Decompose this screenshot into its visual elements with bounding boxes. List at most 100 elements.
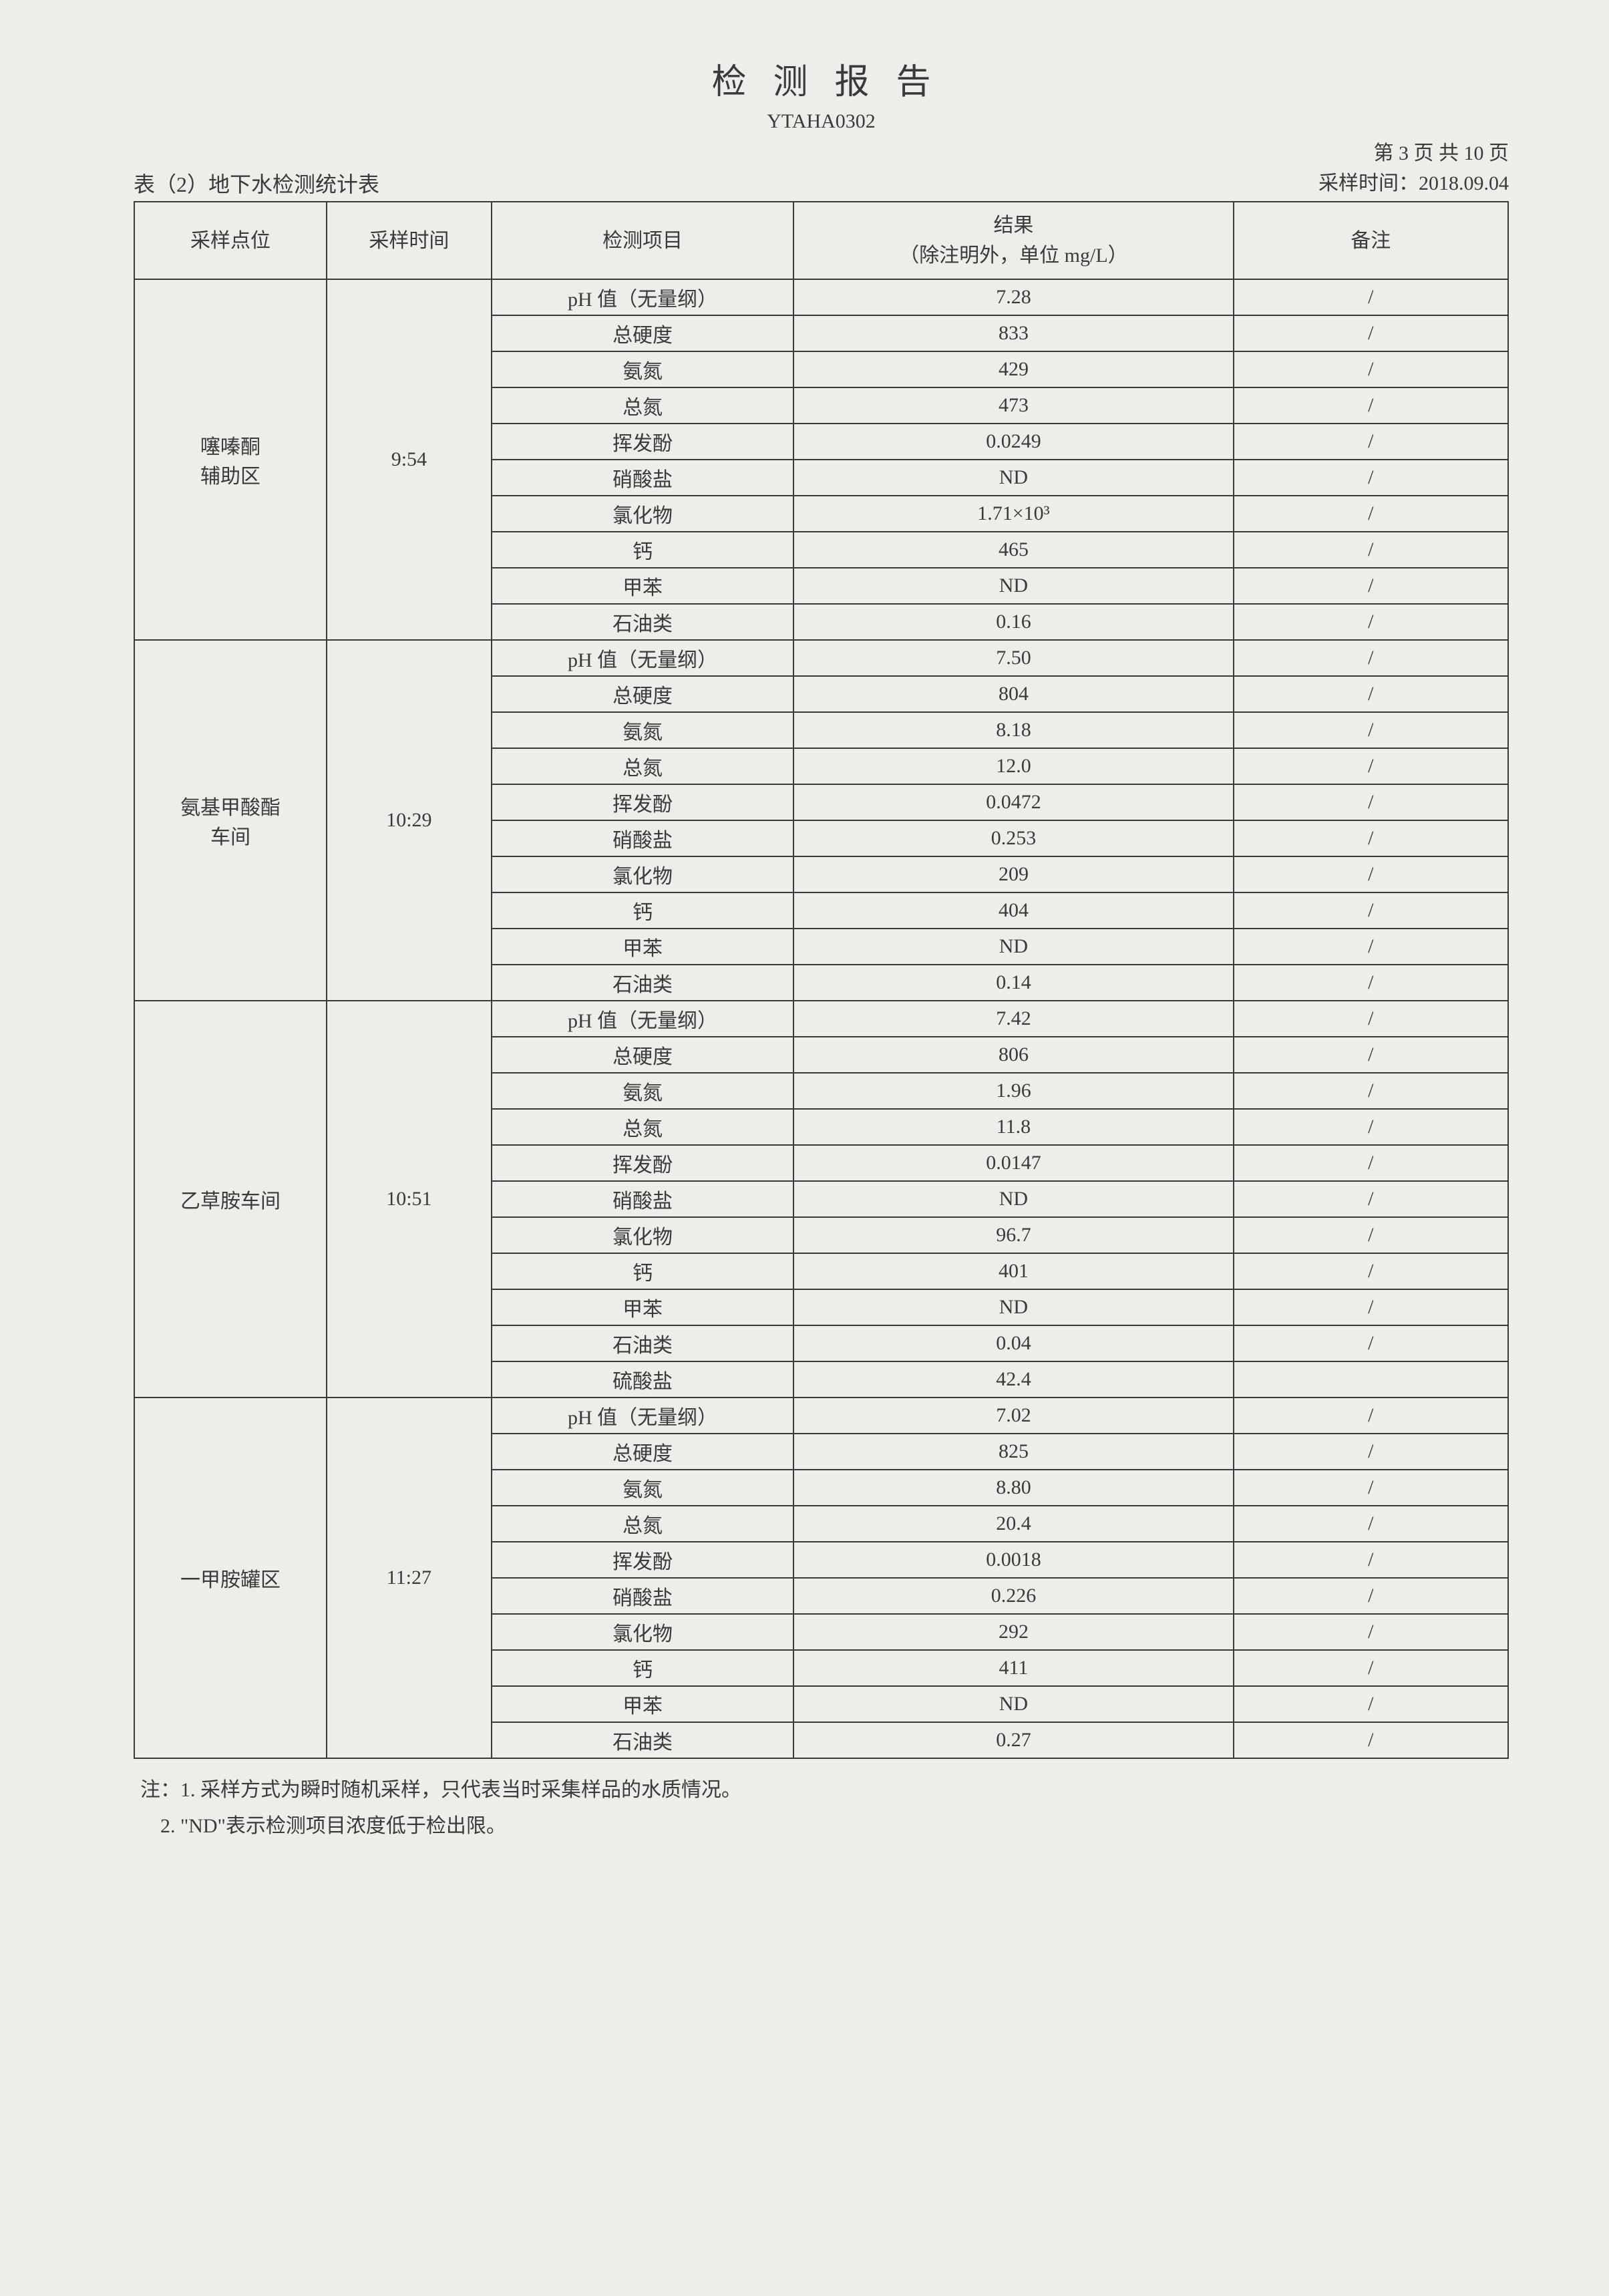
cell-result: 96.7 [793,1217,1233,1253]
cell-item: 甲苯 [492,568,794,604]
page-number: 第 3 页 共 10 页 [1318,138,1509,168]
cell-item: 挥发酚 [492,1542,794,1578]
cell-remark: / [1234,1289,1508,1325]
cell-item: 总硬度 [492,1434,794,1470]
cell-remark: / [1234,1217,1508,1253]
table-caption: 表（2）地下水检测统计表 [134,168,379,198]
cell-remark: / [1234,676,1508,712]
cell-remark: / [1234,1470,1508,1506]
cell-sampling-time: 10:51 [327,1001,492,1398]
cell-item: 硫酸盐 [492,1361,794,1398]
cell-result: 0.04 [793,1325,1233,1361]
cell-result: 7.50 [793,640,1233,676]
cell-result: 0.253 [793,820,1233,856]
cell-result: 11.8 [793,1109,1233,1145]
cell-result: 804 [793,676,1233,712]
cell-remark: / [1234,856,1508,892]
cell-item: 甲苯 [492,1289,794,1325]
cell-item: pH 值（无量纲） [492,279,794,315]
cell-result: 12.0 [793,748,1233,784]
cell-item: 氨氮 [492,1470,794,1506]
cell-item: 钙 [492,892,794,929]
cell-remark: / [1234,315,1508,351]
cell-remark: / [1234,424,1508,460]
cell-item: 总氮 [492,748,794,784]
cell-item: 氨氮 [492,351,794,387]
cell-item: 石油类 [492,1325,794,1361]
cell-item: 钙 [492,1253,794,1289]
cell-item: 氯化物 [492,1217,794,1253]
cell-item: 硝酸盐 [492,460,794,496]
cell-remark: / [1234,1542,1508,1578]
note-line-1: 注：1. 采样方式为瞬时随机采样，只代表当时采集样品的水质情况。 [140,1772,1509,1808]
cell-result: 0.0018 [793,1542,1233,1578]
cell-item: 硝酸盐 [492,1578,794,1614]
sampling-date: 采样时间：2018.09.04 [1318,168,1509,198]
note-prefix: 注： [140,1779,180,1801]
cell-result: 8.80 [793,1470,1233,1506]
cell-result: 0.226 [793,1578,1233,1614]
cell-result: 825 [793,1434,1233,1470]
cell-item: 甲苯 [492,929,794,965]
cell-result: 473 [793,387,1233,424]
document-code: YTAHA0302 [134,110,1509,133]
cell-remark: / [1234,1325,1508,1361]
table-row: 氨基甲酸酯车间10:29pH 值（无量纲）7.50/ [134,640,1508,676]
cell-remark: / [1234,820,1508,856]
cell-item: pH 值（无量纲） [492,1398,794,1434]
cell-item: 氨氮 [492,712,794,748]
cell-sampling-time: 9:54 [327,279,492,640]
cell-item: 总硬度 [492,315,794,351]
cell-result: 833 [793,315,1233,351]
cell-result: 806 [793,1037,1233,1073]
cell-item: 挥发酚 [492,1145,794,1181]
cell-result: 7.42 [793,1001,1233,1037]
cell-result: 20.4 [793,1506,1233,1542]
data-table: 采样点位 采样时间 检测项目 结果（除注明外，单位 mg/L） 备注 噻嗪酮辅助… [134,201,1509,1759]
cell-item: 总硬度 [492,1037,794,1073]
cell-remark: / [1234,784,1508,820]
table-row: 一甲胺罐区11:27pH 值（无量纲）7.02/ [134,1398,1508,1434]
cell-sampling-time: 11:27 [327,1398,492,1758]
cell-remark: / [1234,965,1508,1001]
cell-remark: / [1234,892,1508,929]
cell-result: 429 [793,351,1233,387]
table-row: 乙草胺车间10:51pH 值（无量纲）7.42/ [134,1001,1508,1037]
note-item-2: 2. "ND"表示检测项目浓度低于检出限。 [140,1808,1509,1844]
cell-sampling-point: 一甲胺罐区 [134,1398,327,1758]
cell-sampling-point: 乙草胺车间 [134,1001,327,1398]
cell-result: 0.0472 [793,784,1233,820]
header-remark: 备注 [1234,202,1508,279]
cell-item: 总硬度 [492,676,794,712]
cell-result: ND [793,1686,1233,1722]
cell-remark: / [1234,604,1508,640]
header-time: 采样时间 [327,202,492,279]
page-info: 第 3 页 共 10 页 采样时间：2018.09.04 [1318,138,1509,198]
cell-item: 氯化物 [492,1614,794,1650]
cell-result: 8.18 [793,712,1233,748]
cell-result: 1.71×10³ [793,496,1233,532]
cell-remark: / [1234,532,1508,568]
cell-result: 401 [793,1253,1233,1289]
report-page: 检测报告 YTAHA0302 表（2）地下水检测统计表 第 3 页 共 10 页… [134,53,1509,1844]
cell-remark: / [1234,748,1508,784]
cell-result: ND [793,1181,1233,1217]
cell-result: 465 [793,532,1233,568]
cell-item: 总氮 [492,1109,794,1145]
cell-remark: / [1234,1109,1508,1145]
header-result: 结果（除注明外，单位 mg/L） [793,202,1233,279]
cell-remark: / [1234,1145,1508,1181]
cell-result: 209 [793,856,1233,892]
cell-item: 石油类 [492,965,794,1001]
cell-remark: / [1234,568,1508,604]
cell-result: 411 [793,1650,1233,1686]
cell-result: 0.14 [793,965,1233,1001]
cell-item: 硝酸盐 [492,820,794,856]
cell-item: 甲苯 [492,1686,794,1722]
cell-sampling-time: 10:29 [327,640,492,1001]
cell-remark: / [1234,640,1508,676]
cell-remark: / [1234,1398,1508,1434]
cell-item: 总氮 [492,387,794,424]
cell-result: 42.4 [793,1361,1233,1398]
cell-remark: / [1234,1614,1508,1650]
